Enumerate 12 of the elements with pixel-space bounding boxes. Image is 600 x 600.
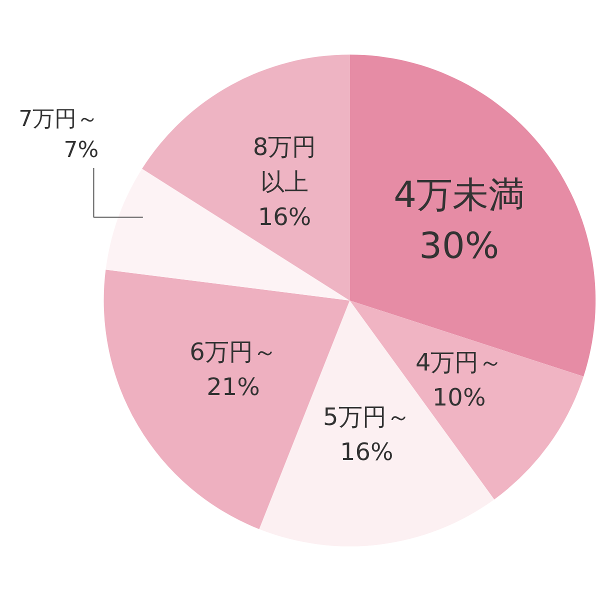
slice-label: 4万未満 [394,174,525,216]
slice-label: 5万円～ [322,403,410,432]
slice-label: 6万円～ [190,338,277,366]
slice-label: 8万円以上 [252,132,316,196]
data-label: 10% [432,383,486,412]
data-label: 30% [419,226,500,268]
slice-label: 4万円～ [415,348,503,376]
data-label: 16% [258,202,312,231]
data-label: 16% [340,438,394,466]
data-label: 7% [64,138,99,164]
data-label: 21% [206,372,260,401]
slice-label: 7万円～ [18,106,99,132]
